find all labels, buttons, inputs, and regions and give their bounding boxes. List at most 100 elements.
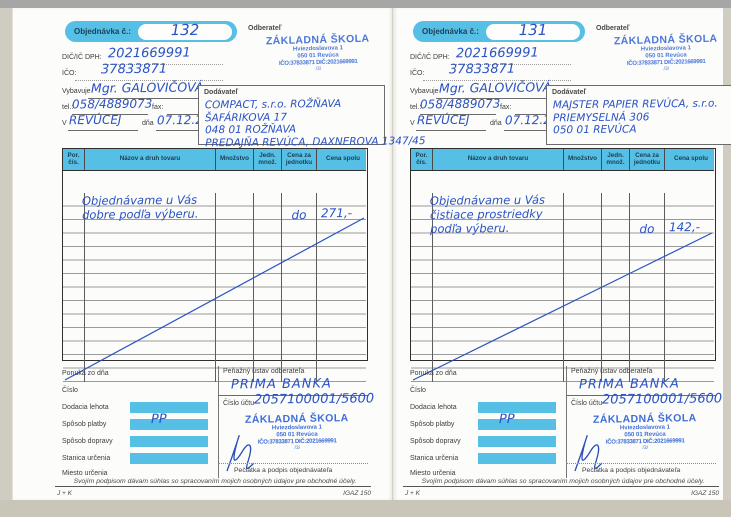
footer-left: J + K [405, 490, 420, 497]
phone-label: tel.: [62, 104, 74, 111]
signature-scribble [226, 435, 255, 472]
order-form-131: Objednávka č.: 131 Odberateľ ZÁKLADNÁ ŠK… [403, 8, 731, 500]
tax-id-underline [453, 8, 571, 65]
col-order-number: Por. čís. [63, 149, 85, 170]
col-quantity: Množstvo [564, 149, 602, 170]
order-number-label: Objednávka č.: [422, 27, 479, 36]
tax-id-label: DIČ/IČ DPH: [410, 54, 450, 61]
col-order-number: Por. čís. [411, 149, 433, 170]
highlight-bar [478, 402, 556, 413]
items-table-header: Por. čís. Názov a druh tovaru Množstvo J… [63, 149, 366, 171]
company-id-label: IČO: [410, 70, 425, 77]
number-label: Číslo [62, 387, 78, 394]
account-number-label: Číslo účtu [223, 400, 255, 407]
handled-by-underline [88, 8, 223, 99]
fax-underline [515, 8, 571, 115]
items-table-header: Por. čís. Názov a druh tovaru Množstvo J… [411, 149, 714, 171]
destination-station-label: Stanica určenia [410, 455, 459, 462]
col-unit-price: Cena za jednotku [282, 149, 317, 170]
offer-date-label: Ponuka zo dňa [410, 370, 457, 377]
destination-place-label: Miesto určenia [62, 470, 108, 477]
highlight-bar [130, 402, 208, 413]
tax-id-label: DIČ/IČ DPH: [62, 54, 102, 61]
col-total-price: Cena spolu [326, 155, 360, 163]
date-label: dňa [142, 120, 154, 127]
customer-label: Odberateľ [596, 25, 630, 32]
bank-section-label: Peňažný ústav odberateľa [223, 368, 305, 375]
date-label: dňa [490, 120, 502, 127]
col-unit: Jedn. množ. [254, 149, 282, 170]
order-number-field: Objednávka č.: 131 [413, 20, 585, 42]
col-item-name: Názov a druh tovaru [85, 149, 216, 170]
col-quantity: Množstvo [216, 149, 254, 170]
handled-by-label: Vybavuje [410, 88, 439, 95]
supplier-box: Dodávateľ COMPACT, s.r.o. ROŽŇAVA ŠAFÁRI… [198, 85, 426, 149]
customer-label: Odberateľ [248, 25, 282, 32]
date-underline [156, 8, 223, 131]
payment-method-label: Spôsob platby [62, 421, 107, 428]
highlight-bar [478, 436, 556, 447]
col-total-price: Cena spolu [674, 155, 708, 163]
destination-place-label: Miesto určenia [410, 470, 456, 477]
company-id-underline [75, 8, 223, 81]
handled-by-label: Vybavuje [62, 88, 91, 95]
section-divider [218, 366, 219, 478]
supplier-label: Dodávateľ [552, 89, 587, 96]
highlight-bar [130, 436, 208, 447]
supplier-label: Dodávateľ [204, 89, 239, 96]
footer-right: IGAZ 150 [343, 490, 371, 497]
transport-method-label: Spôsob dopravy [62, 438, 113, 445]
phone-label: tel.: [410, 104, 422, 111]
items-table: Por. čís. Názov a druh tovaru Množstvo J… [410, 148, 716, 382]
highlight-bar [478, 453, 556, 464]
order-number-field: Objednávka č.: 132 [65, 20, 237, 42]
stamp-signature-dotted-line [566, 8, 716, 464]
footer-right: IGAZ 150 [691, 490, 719, 497]
supplier-box: Dodávateľ MAJSTER PAPIER REVÚCA, s.r.o. … [546, 85, 731, 145]
items-table-body: Objednávame u Vás čistiace prostriedky p… [411, 193, 714, 382]
highlight-bar [130, 453, 208, 464]
place-label: V [410, 120, 415, 127]
number-label: Číslo [410, 387, 426, 394]
col-unit-price: Cena za jednotku [630, 149, 665, 170]
consent-note: Svojím podpisom dávam súhlas so spracova… [421, 478, 705, 485]
footer-rule [403, 8, 719, 487]
fax-label: fax: [500, 104, 512, 111]
footer-rule [55, 8, 371, 487]
crossed-out-line [64, 217, 365, 381]
items-table: Por. čís. Názov a druh tovaru Množstvo J… [62, 148, 368, 382]
phone-underline [72, 8, 148, 115]
bank-section-label: Peňažný ústav odberateľa [571, 368, 653, 375]
account-number-label: Číslo účtu [571, 400, 603, 407]
place-underline [68, 8, 138, 131]
order-form-132: Objednávka č.: 132 Odberateľ ZÁKLADNÁ ŠK… [55, 8, 426, 500]
bank-underline [218, 8, 368, 396]
items-table-body: Objednávame u Vás dobre podľa výberu. do… [63, 193, 366, 382]
tax-id-underline [105, 8, 223, 65]
place-underline [416, 8, 486, 131]
section-divider [566, 366, 567, 478]
destination-station-label: Stanica určenia [62, 455, 111, 462]
col-item-name: Názov a druh tovaru [433, 149, 564, 170]
company-id-label: IČO: [62, 70, 77, 77]
order-number-label: Objednávka č.: [74, 27, 131, 36]
col-unit: Jedn. množ. [602, 149, 630, 170]
company-id-underline [423, 8, 571, 81]
scanner-edge-top [0, 0, 731, 8]
highlight-bar [478, 419, 556, 430]
date-underline [504, 8, 571, 131]
consent-note: Svojím podpisom dávam súhlas so spracova… [73, 478, 357, 485]
stamp-signature-label: Pečiatka a podpis objednávateľa [582, 467, 681, 474]
fax-underline [167, 8, 223, 115]
delivery-term-label: Dodacia lehota [62, 404, 109, 411]
stamp-signature-dotted-line [218, 8, 368, 464]
fax-label: fax: [152, 104, 164, 111]
phone-underline [420, 8, 496, 115]
order-number-oval: 132 [138, 20, 232, 40]
scanner-edge-bottom [0, 500, 731, 517]
payment-method-label: Spôsob platby [410, 421, 455, 428]
signature-scribble [574, 435, 603, 472]
bank-underline [566, 8, 716, 396]
crossed-out-line [412, 232, 713, 381]
delivery-term-label: Dodacia lehota [410, 404, 457, 411]
